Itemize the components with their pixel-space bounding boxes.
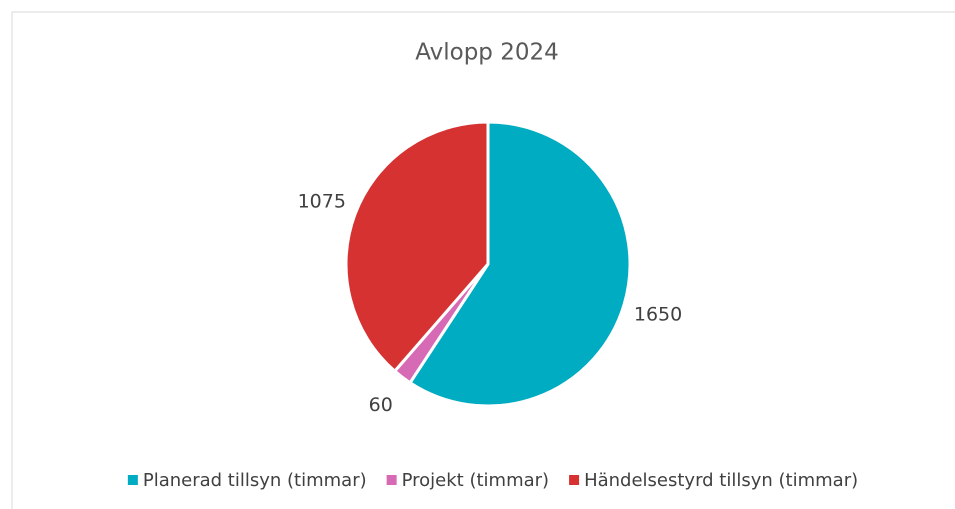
legend-label: Planerad tillsyn (timmar) [143, 470, 367, 491]
pie-slice [344, 120, 490, 374]
legend-swatch [127, 475, 138, 485]
chart-title: Avlopp 2024 [415, 40, 559, 66]
data-label: 1075 [298, 190, 346, 212]
data-label: 60 [369, 394, 393, 416]
pie-slice [407, 120, 632, 408]
legend-swatch [386, 475, 397, 485]
legend-label: Projekt (timmar) [402, 470, 549, 491]
legend-swatch [569, 475, 580, 485]
legend-label: Händelsestyrd tillsyn (timmar) [584, 470, 858, 491]
data-label: 1650 [634, 303, 682, 325]
